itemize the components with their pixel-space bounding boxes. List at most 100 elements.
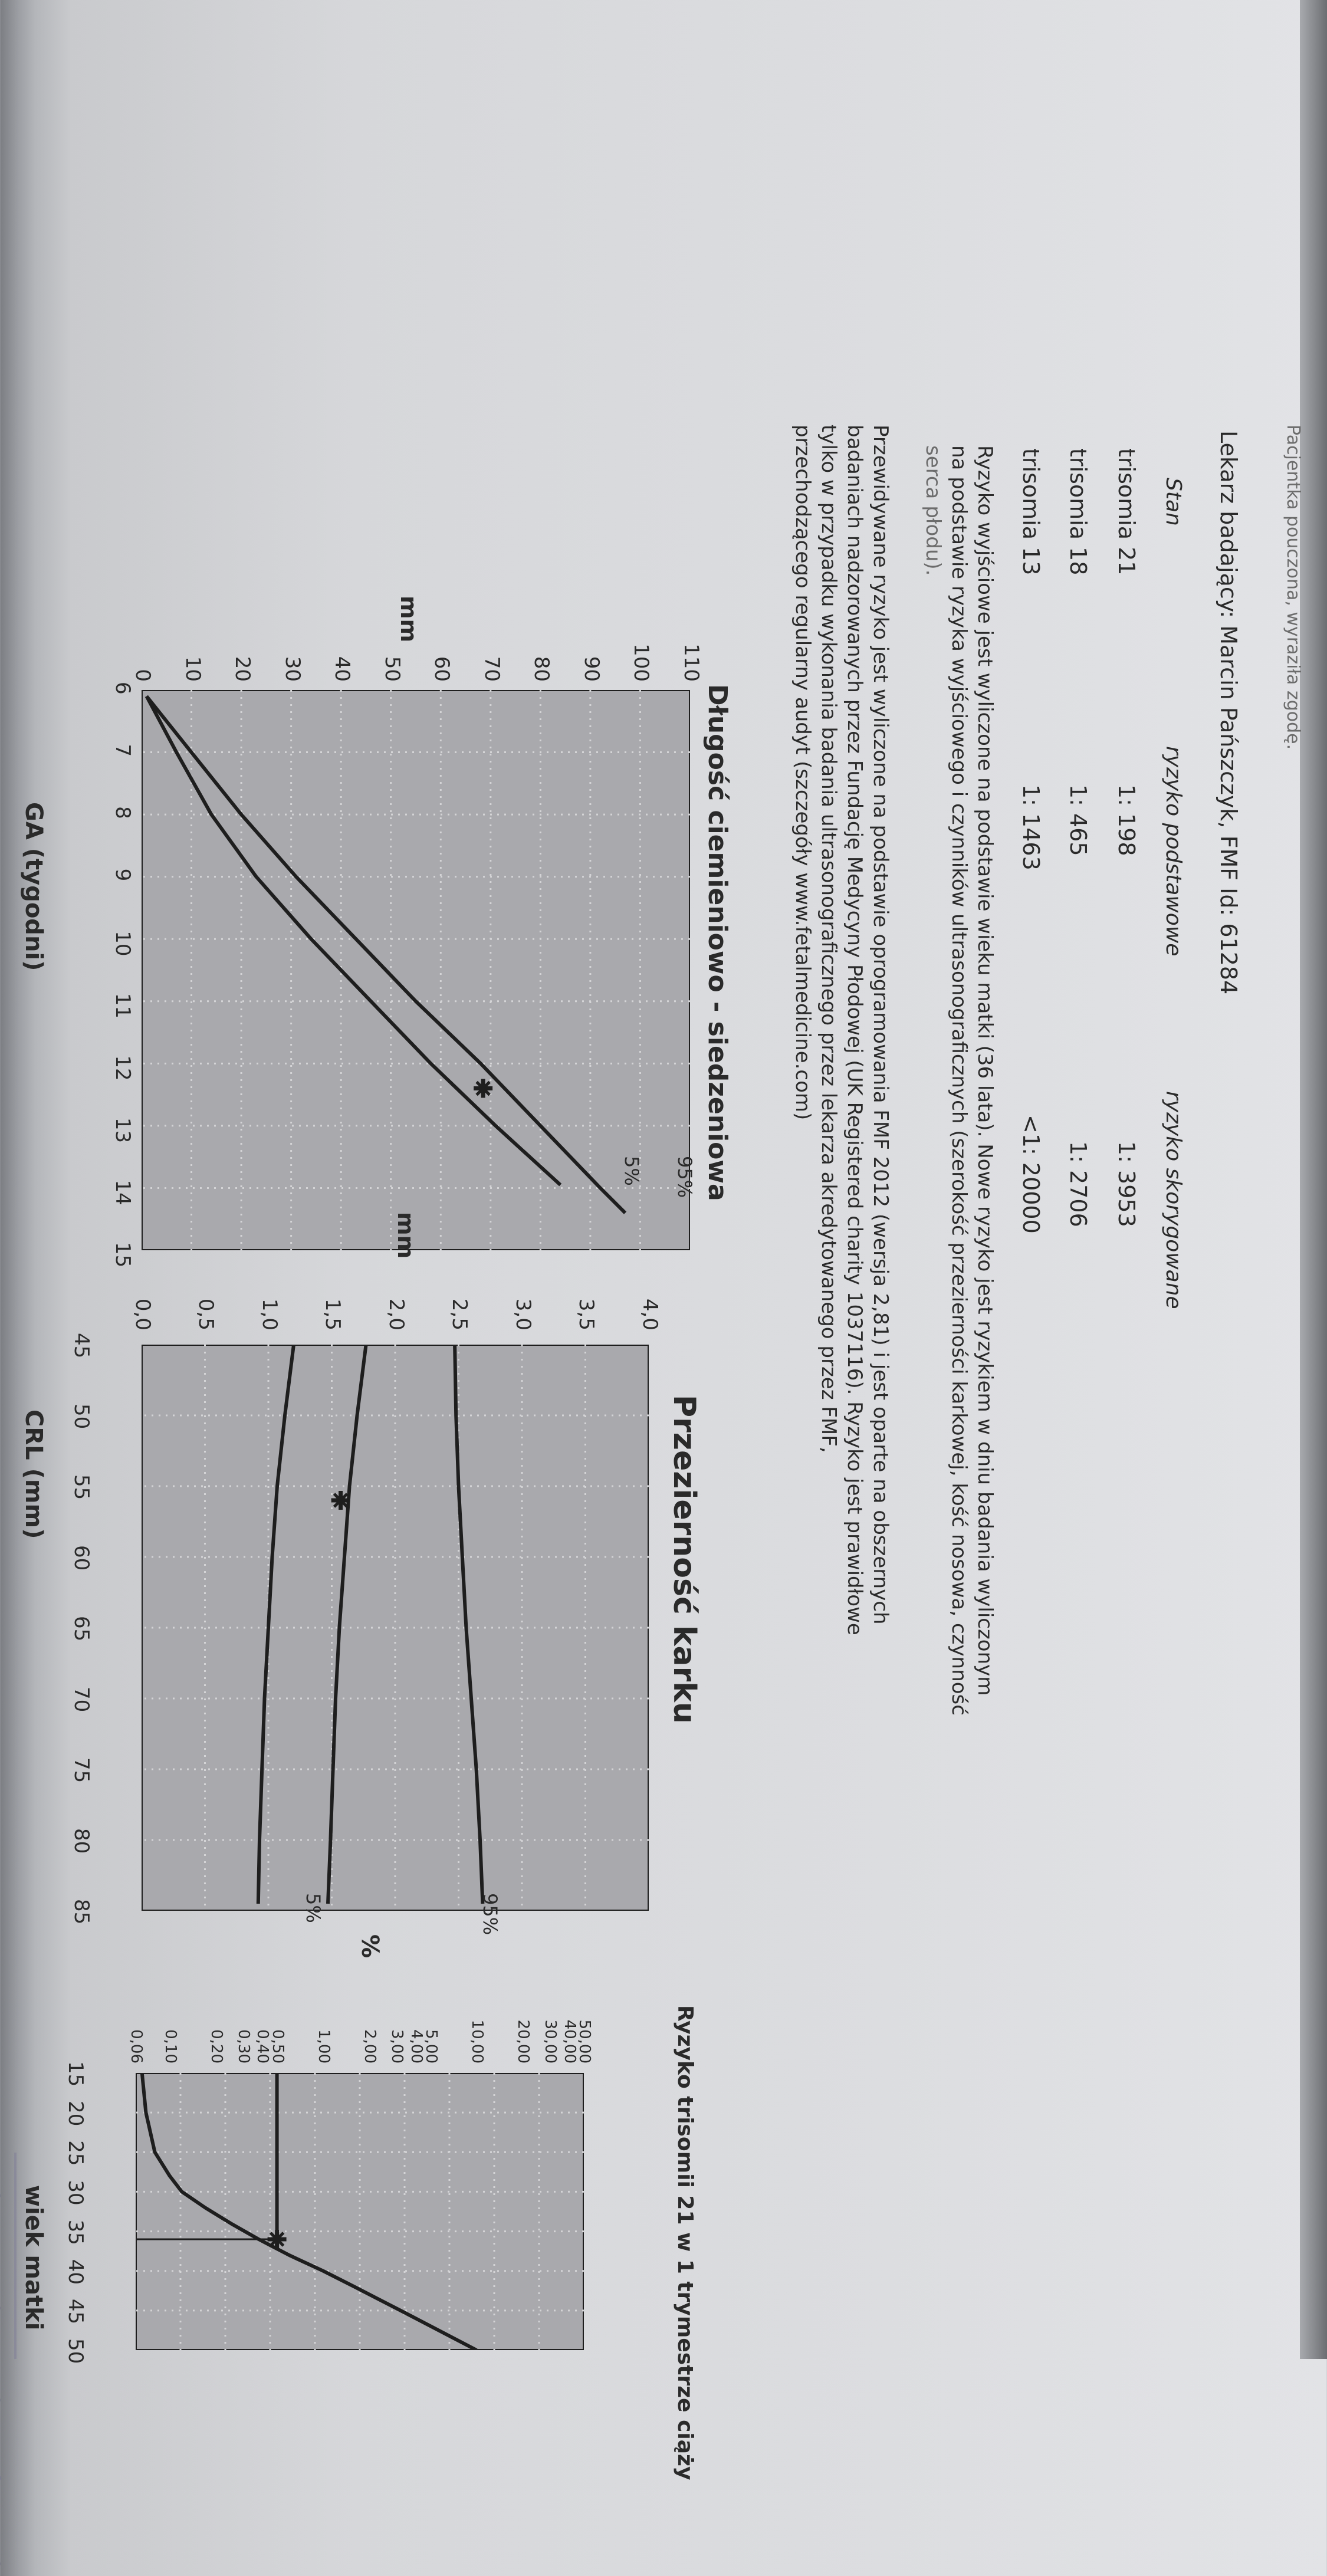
paragraph-line: na podstawie ryzyka wyjściowego i czynni… xyxy=(947,445,971,1716)
x-tick-label: 30 xyxy=(64,2180,87,2206)
crl-x-label: GA (tygodni) xyxy=(20,802,47,971)
y-tick-label: 0,06 xyxy=(127,2029,145,2064)
y-tick-label: 0 xyxy=(131,669,155,682)
paragraph-line: serca płodu). xyxy=(921,445,945,576)
x-tick-label: 11 xyxy=(111,993,134,1019)
x-tick-label: 15 xyxy=(64,2061,87,2087)
y-tick-label: 4,0 xyxy=(638,1298,662,1330)
y-tick-label: 40 xyxy=(330,656,354,682)
y-tick-label: 50 xyxy=(380,656,404,682)
paragraph-line: tylko w przypadku wykonania badania ultr… xyxy=(817,425,840,1453)
nt-plot xyxy=(142,1345,649,1911)
paragraph-line: badaniach nadzorowanych przez Fundację M… xyxy=(843,425,866,1635)
consent-text: Pacjentka pouczona, wyraziła zgodę. xyxy=(1283,425,1303,750)
x-tick-label: 70 xyxy=(70,1687,93,1713)
t21-y-unit: % xyxy=(356,1934,383,1959)
paper-edge xyxy=(1300,0,1327,2359)
y-tick-label: 1,0 xyxy=(258,1298,281,1330)
nt-series-label-95: 95% xyxy=(479,1893,501,1936)
risk-col-adjusted: ryzyko skorygowane xyxy=(1161,1091,1185,1309)
x-tick-label: 60 xyxy=(70,1545,93,1571)
paragraph-line: Przewidywane ryzyko jest wyliczone na po… xyxy=(869,425,892,1625)
x-tick-label: 10 xyxy=(111,931,134,957)
series-line-0 xyxy=(453,1345,485,1904)
x-tick-label: 6 xyxy=(111,682,134,695)
x-tick-label: 7 xyxy=(111,744,134,757)
paragraph-line: przechodzącego regularny audyt (szczegół… xyxy=(791,425,814,1121)
y-tick-label: 90 xyxy=(579,656,603,682)
series-line-0 xyxy=(140,2073,478,2350)
crl-series-label-5: 5% xyxy=(620,1156,643,1186)
y-tick-label: 3,0 xyxy=(511,1298,535,1330)
y-tick-label: 70 xyxy=(479,656,504,682)
series-line-2 xyxy=(326,1345,368,1904)
x-tick-label: 8 xyxy=(111,806,134,819)
crl-chart-title: Długość ciemieniowo - siedzeniowa xyxy=(702,684,733,1201)
series-line-1 xyxy=(256,1345,295,1904)
crl-series-label-95: 95% xyxy=(674,1156,696,1198)
t21-chart-title: Ryzyko trisomii 21 w 1 trymestrze ciąży xyxy=(673,2005,697,2480)
patient-marker xyxy=(331,1491,350,1510)
y-tick-label: 110 xyxy=(679,643,703,682)
x-tick-label: 50 xyxy=(70,1404,93,1430)
y-tick-label: 60 xyxy=(430,656,454,682)
paragraph-line: Ryzyko wyjściowe jest wyliczone na podst… xyxy=(973,445,997,1696)
x-tick-label: 75 xyxy=(70,1757,93,1783)
y-tick-label: 3,5 xyxy=(574,1298,599,1330)
y-tick-label: 2,5 xyxy=(448,1298,472,1330)
y-tick-label: 0,20 xyxy=(208,2029,226,2064)
risk-col-stan: Stan xyxy=(1161,478,1185,526)
doctor-line: Lekarz badający: Marcin Pańszczyk, FMF I… xyxy=(1216,431,1241,995)
y-tick-label: 80 xyxy=(530,656,554,682)
x-tick-label: 15 xyxy=(111,1242,134,1268)
y-tick-label: 10 xyxy=(180,656,205,682)
series-line-1 xyxy=(144,695,562,1187)
risk-row-adjusted: 1: 3953 xyxy=(1114,1141,1139,1227)
crl-plot xyxy=(142,690,690,1250)
y-tick-label: 3,00 xyxy=(388,2029,406,2064)
y-tick-label: 20,00 xyxy=(514,2019,533,2064)
y-tick-label: 1,5 xyxy=(321,1298,345,1330)
plot-background xyxy=(142,690,690,1250)
x-tick-label: 80 xyxy=(70,1828,93,1854)
risk-col-basic: ryzyko podstawowe xyxy=(1161,746,1185,957)
x-tick-label: 14 xyxy=(111,1179,134,1205)
x-tick-label: 25 xyxy=(64,2140,87,2166)
patient-marker xyxy=(267,2230,287,2249)
nt-y-unit: mm xyxy=(393,1212,419,1259)
x-tick-label: 50 xyxy=(64,2338,87,2364)
nt-x-label: CRL (mm) xyxy=(20,1409,47,1539)
risk-row-basic: 1: 198 xyxy=(1114,784,1139,856)
x-tick-label: 40 xyxy=(64,2259,87,2285)
x-tick-label: 20 xyxy=(64,2101,87,2127)
risk-row-name: trisomia 21 xyxy=(1114,448,1139,576)
y-tick-label: 1,00 xyxy=(314,2029,333,2064)
y-tick-label: 0,5 xyxy=(194,1298,218,1330)
y-tick-label: 100 xyxy=(629,643,653,682)
y-tick-label: 0,0 xyxy=(131,1298,155,1330)
x-tick-label: 12 xyxy=(111,1055,134,1081)
y-tick-label: 20 xyxy=(231,656,255,682)
x-tick-label: 35 xyxy=(64,2219,87,2245)
nt-chart-title: Przezierność karku xyxy=(666,1395,702,1724)
y-tick-label: 2,00 xyxy=(361,2029,379,2064)
y-tick-label: 0,10 xyxy=(161,2029,179,2064)
x-tick-label: 45 xyxy=(64,2298,87,2325)
patient-marker xyxy=(474,1079,493,1098)
y-tick-label: 5,00 xyxy=(422,2029,440,2064)
nt-series-label-5: 5% xyxy=(302,1893,324,1923)
x-tick-label: 13 xyxy=(111,1117,134,1144)
y-tick-label: 2,0 xyxy=(385,1298,408,1330)
risk-row-basic: 1: 1463 xyxy=(1018,784,1044,870)
signature-line xyxy=(14,2153,17,2359)
signature: dr n. med. Marcin Pańszczyk xyxy=(0,2182,5,2576)
plot-background xyxy=(136,2073,584,2350)
x-tick-label: 65 xyxy=(70,1616,93,1642)
y-tick-label: 0,30 xyxy=(234,2029,252,2064)
risk-row-name: trisomia 13 xyxy=(1018,448,1044,576)
y-tick-label: 0,50 xyxy=(268,2029,287,2064)
risk-row-adjusted: <1: 20000 xyxy=(1018,1115,1044,1234)
y-tick-label: 50,00 xyxy=(576,2019,593,2064)
plot-grid xyxy=(142,690,690,1250)
